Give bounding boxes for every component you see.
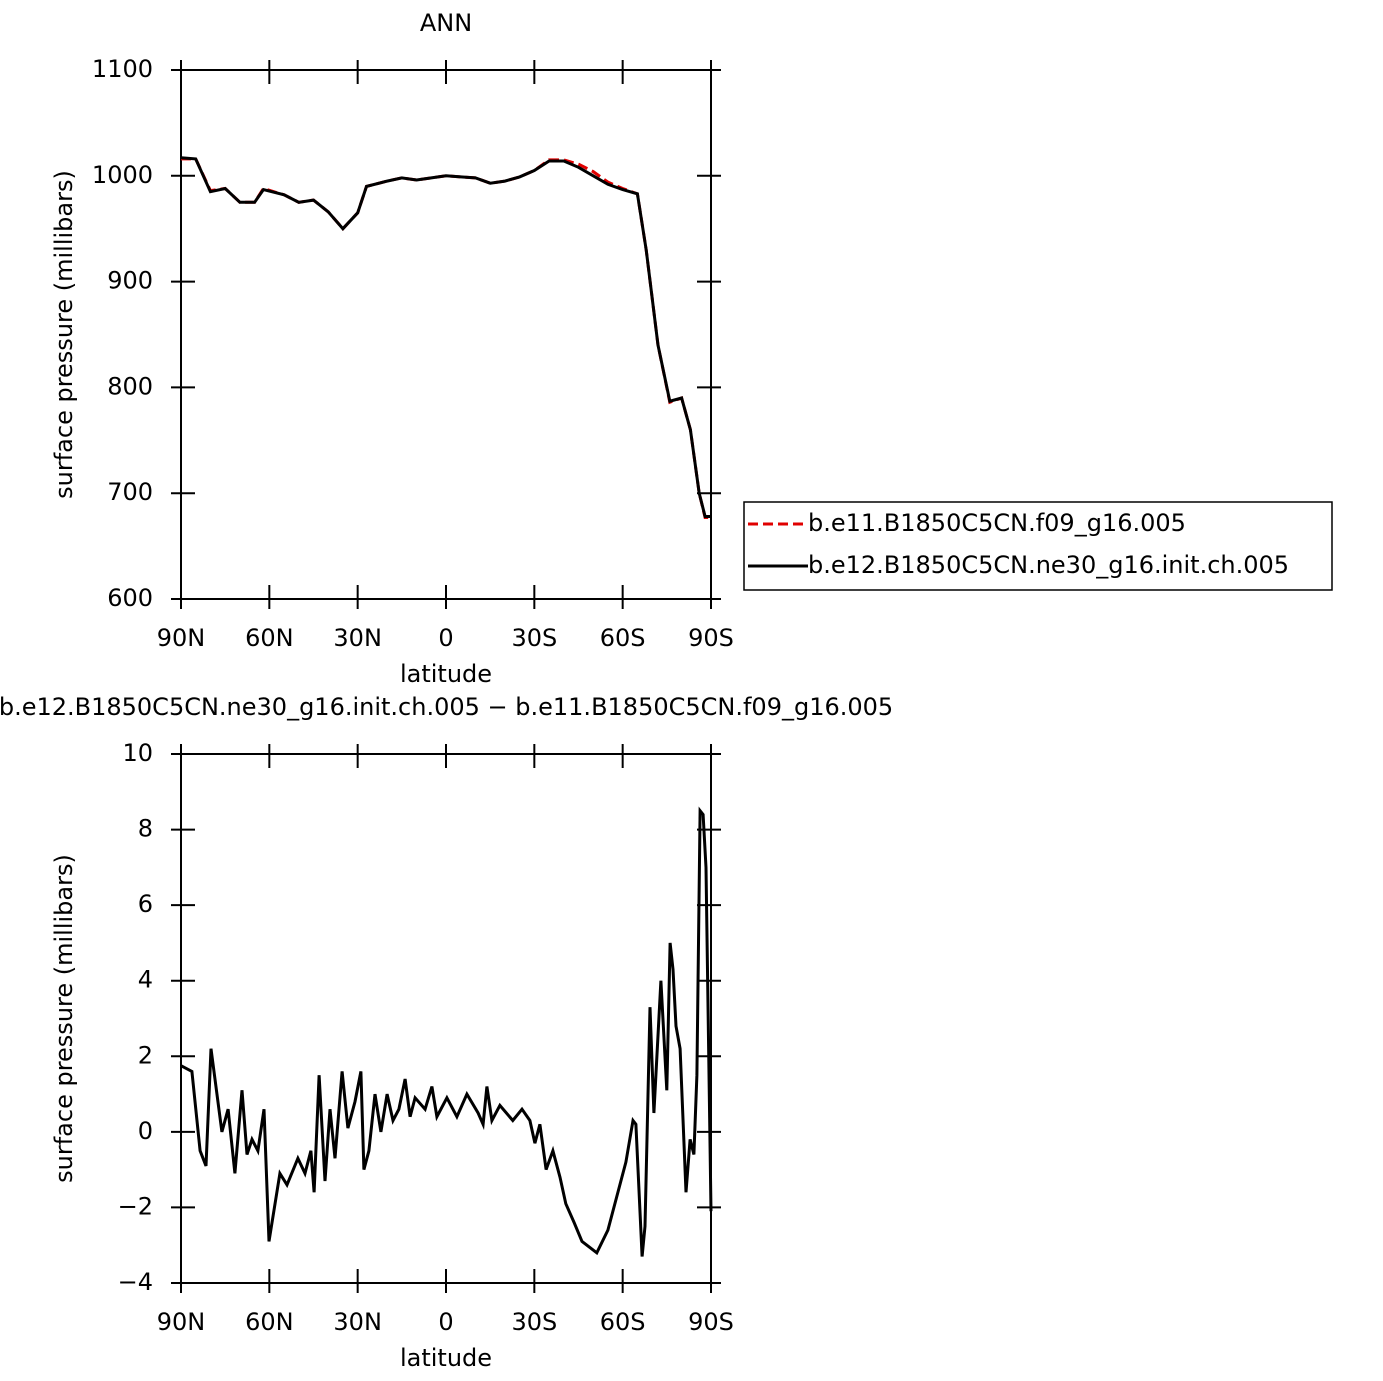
x-tick-label: 0 — [438, 1308, 453, 1336]
y-tick-label: 4 — [138, 966, 153, 994]
x-tick-label: 60N — [245, 1308, 294, 1336]
series-line — [180, 156, 711, 518]
chart-title: b.e12.B1850C5CN.ne30_g16.init.ch.005 − b… — [0, 693, 893, 721]
y-tick-label: 0 — [138, 1117, 153, 1145]
legend-box — [743, 501, 1333, 591]
chart-title: ANN — [420, 9, 472, 37]
y-tick-label: 900 — [107, 267, 153, 295]
plot-frame — [180, 753, 712, 1284]
y-tick-label: 800 — [107, 372, 153, 400]
series-line — [181, 157, 711, 519]
x-tick-label: 90S — [688, 1308, 734, 1336]
legend-label: b.e11.B1850C5CN.f09_g16.005 — [808, 509, 1186, 537]
y-tick-label: 6 — [138, 890, 153, 918]
x-tick-label: 30S — [511, 1308, 557, 1336]
y-tick-label: 700 — [107, 478, 153, 506]
x-tick-label: 30N — [333, 624, 382, 652]
x-tick-label: 90N — [157, 624, 206, 652]
x-axis-label: latitude — [400, 1344, 492, 1372]
y-tick-label: 1100 — [92, 55, 153, 83]
x-tick-label: 30S — [511, 624, 557, 652]
series-line — [180, 806, 713, 1257]
y-tick-label: 10 — [122, 739, 153, 767]
y-tick-label: 600 — [107, 584, 153, 612]
y-tick-label: 1000 — [92, 161, 153, 189]
x-tick-label: 0 — [438, 624, 453, 652]
y-tick-label: −4 — [118, 1268, 153, 1296]
x-tick-label: 90S — [688, 624, 734, 652]
x-axis-label: latitude — [400, 660, 492, 688]
x-tick-label: 60S — [600, 624, 646, 652]
y-axis-label: surface pressure (millibars) — [50, 854, 78, 1183]
x-tick-label: 30N — [333, 1308, 382, 1336]
y-tick-label: −2 — [118, 1192, 153, 1220]
x-tick-label: 60N — [245, 624, 294, 652]
x-tick-label: 60S — [600, 1308, 646, 1336]
y-tick-label: 8 — [138, 815, 153, 843]
x-tick-label: 90N — [157, 1308, 206, 1336]
y-tick-label: 2 — [138, 1041, 153, 1069]
plot-frame — [180, 69, 712, 600]
legend-label: b.e12.B1850C5CN.ne30_g16.init.ch.005 — [808, 551, 1289, 579]
y-axis-label: surface pressure (millibars) — [50, 170, 78, 499]
